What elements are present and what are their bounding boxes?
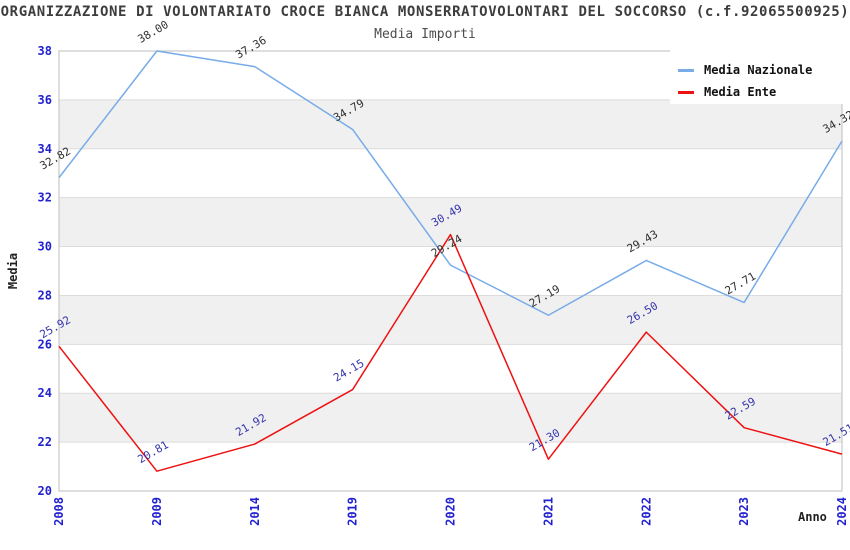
value-label-media-ente-2019: 24.15: [331, 357, 366, 385]
x-tick-label-2021: 2021: [541, 497, 555, 526]
y-tick-label: 20: [38, 484, 52, 498]
x-tick-label-2023: 2023: [737, 497, 751, 526]
x-tick-label-2020: 2020: [444, 497, 458, 526]
grid-band: [59, 99, 842, 149]
legend-item-media-ente: Media Ente: [678, 81, 846, 103]
series-line-media-ente: [58, 233, 843, 472]
y-tick-label: 26: [38, 337, 52, 351]
x-tick-label-2014: 2014: [248, 497, 262, 526]
chart-subtitle: Media Importi: [374, 27, 476, 42]
y-tick-label: 34: [38, 142, 52, 156]
x-tick-label-2024: 2024: [835, 497, 849, 526]
y-tick-label: 24: [38, 386, 52, 400]
legend: Media Nazionale Media Ente: [670, 50, 846, 104]
media-ente-line-swatch-icon: [678, 90, 694, 94]
y-tick-label: 30: [38, 240, 52, 254]
x-tick-label-2019: 2019: [346, 497, 360, 526]
series-line-media-nazionale: [58, 50, 843, 316]
x-tick-label-2022: 2022: [639, 497, 653, 526]
chart-title: ORGANIZZAZIONE DI VOLONTARIATO CROCE BIA…: [0, 4, 850, 20]
y-tick-label: 32: [38, 191, 52, 205]
y-tick-label: 22: [38, 435, 52, 449]
media-nazionale-line-swatch-icon: [678, 68, 694, 72]
grid-band: [59, 197, 842, 247]
y-axis-title: Media: [6, 252, 20, 290]
plot-border: [58, 50, 843, 492]
x-axis-title: Anno: [798, 510, 827, 524]
grid-band: [59, 393, 842, 443]
y-tick-label: 28: [38, 288, 52, 302]
legend-item-media-nazionale: Media Nazionale: [678, 59, 846, 81]
y-tick-label: 38: [38, 44, 52, 58]
x-tick-label-2009: 2009: [150, 497, 164, 526]
x-tick-label-2008: 2008: [52, 497, 66, 526]
y-tick-label: 36: [38, 93, 52, 107]
value-label-media-nazionale-2023: 27.71: [723, 270, 758, 298]
legend-label: Media Nazionale: [704, 63, 813, 77]
legend-label: Media Ente: [704, 85, 777, 99]
grid-band: [59, 295, 842, 345]
